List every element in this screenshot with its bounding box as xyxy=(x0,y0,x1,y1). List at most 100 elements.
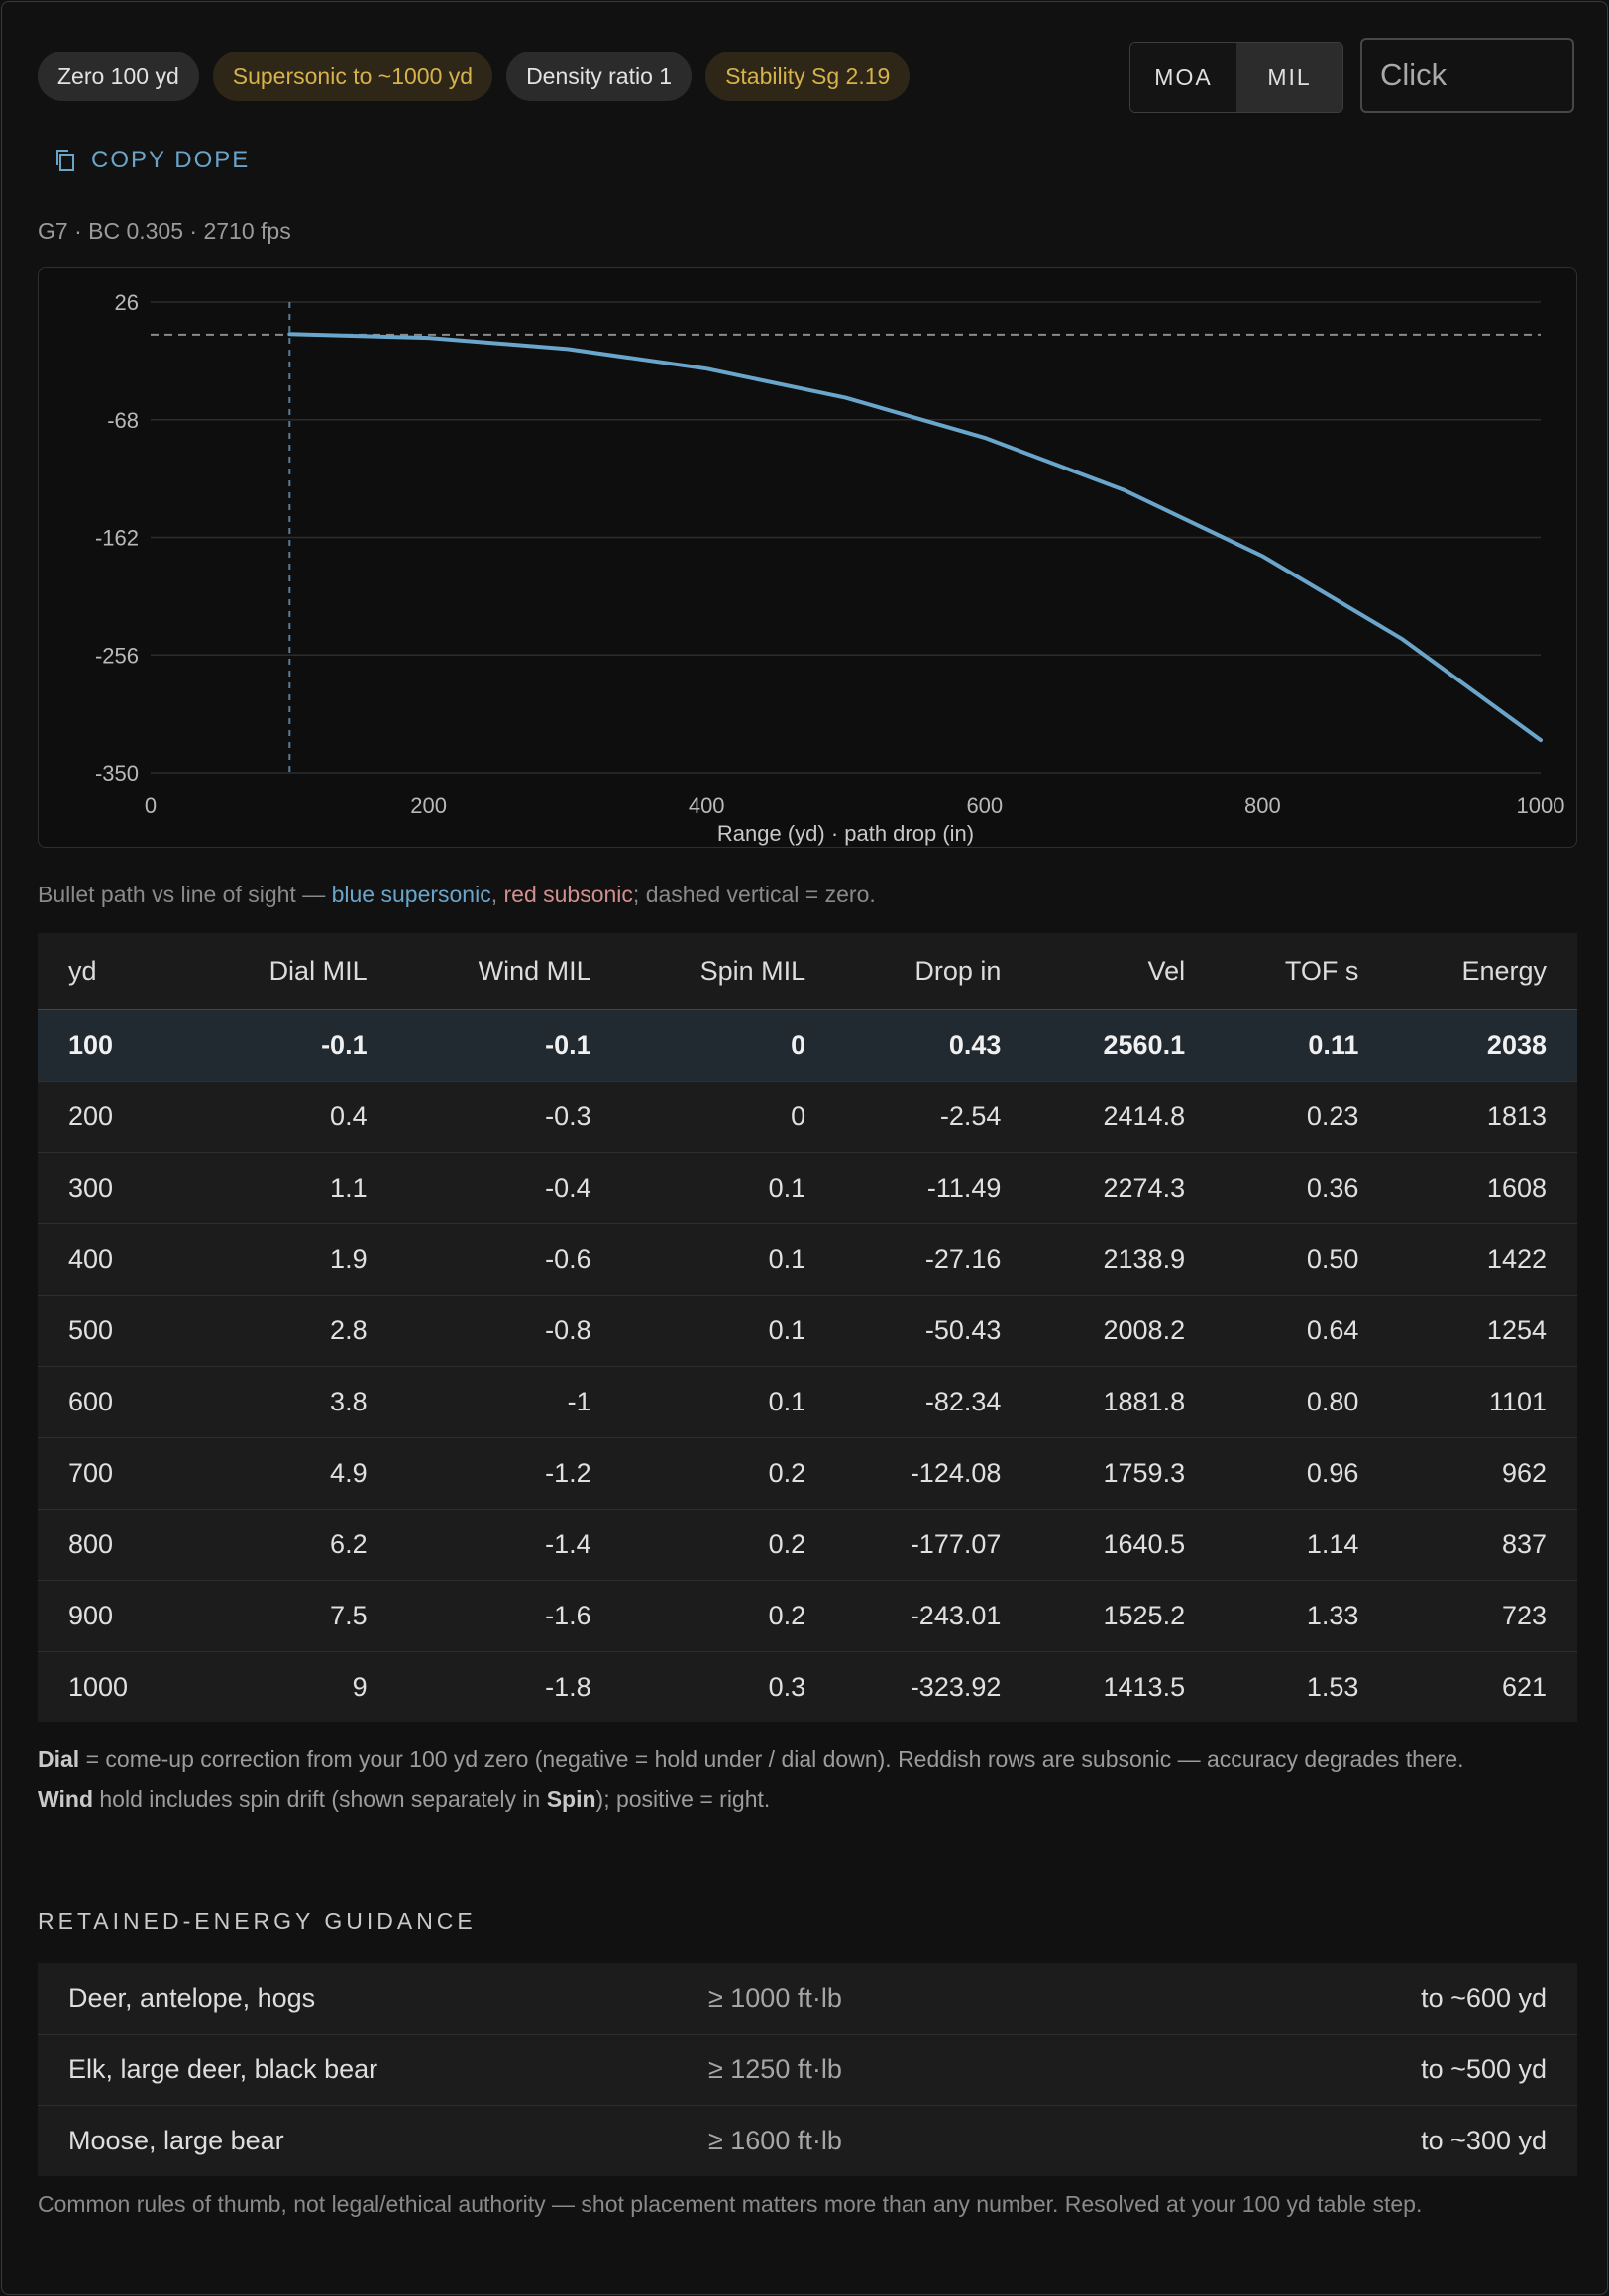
col-drop: Drop in xyxy=(836,933,1032,1010)
trajectory-chart: 26 -68 -162 -256 -350 0 200 400 600 800 1000 Range … xyxy=(38,267,1577,848)
trajectory-line xyxy=(287,332,1543,743)
dope-row: 100 -0.1 -0.1 0 0.43 2560.1 0.11 2038 xyxy=(38,1009,1577,1082)
caption-suffix: ; dashed vertical = zero. xyxy=(632,882,876,907)
click-input[interactable] xyxy=(1360,38,1574,113)
cell-velocity: 2414.8 xyxy=(1031,1081,1217,1153)
energy-game: Moose, large bear xyxy=(38,2105,678,2176)
cell-yd: 400 xyxy=(38,1223,193,1296)
cell-spin: 0.2 xyxy=(621,1580,837,1652)
cell-yd: 700 xyxy=(38,1437,193,1510)
cell-dial: 0.4 xyxy=(192,1081,398,1153)
cell-yd: 500 xyxy=(38,1295,193,1367)
cell-wind: -1.2 xyxy=(397,1437,622,1510)
wind-note: Wind hold includes spin drift (shown sep… xyxy=(38,1779,1579,1819)
cell-dial: 2.8 xyxy=(192,1295,398,1367)
cell-yd: 1000 xyxy=(38,1651,193,1722)
energy-guidance-title: RETAINED-ENERGY GUIDANCE xyxy=(38,1908,477,1933)
cell-tof: 1.53 xyxy=(1216,1651,1390,1722)
chart-caption: Bullet path vs line of sight — blue supe… xyxy=(38,882,876,908)
energy-range: to ~600 yd xyxy=(1253,1963,1577,2035)
density-chip: Density ratio 1 xyxy=(506,52,693,101)
x-tick-label: 400 xyxy=(689,793,725,818)
cell-drop: -323.92 xyxy=(836,1651,1032,1722)
col-wind: Wind MIL xyxy=(397,933,622,1010)
cell-energy: 621 xyxy=(1389,1651,1577,1722)
y-tick-label: 26 xyxy=(115,290,139,315)
cell-wind: -0.8 xyxy=(397,1295,622,1367)
cell-energy: 1422 xyxy=(1389,1223,1577,1296)
caption-supersonic: blue supersonic xyxy=(331,882,491,907)
cell-wind: -0.1 xyxy=(397,1009,622,1082)
cell-velocity: 2008.2 xyxy=(1031,1295,1217,1367)
dope-row: 300 1.1 -0.4 0.1 -11.49 2274.3 0.36 1608 xyxy=(38,1152,1577,1224)
cell-tof: 0.11 xyxy=(1216,1009,1390,1082)
mil-button[interactable]: MIL xyxy=(1236,43,1342,112)
energy-guidance-table: Deer, antelope, hogs ≥ 1000 ft·lb to ~60… xyxy=(38,1963,1577,2176)
wind-text-2: ); positive = right. xyxy=(595,1786,771,1812)
copy-dope-button[interactable]: COPY DOPE xyxy=(54,143,250,178)
dope-row: 600 3.8 -1 0.1 -82.34 1881.8 0.80 1101 xyxy=(38,1366,1577,1438)
cell-tof: 0.36 xyxy=(1216,1152,1390,1224)
table-notes: Dial = come-up correction from your 100 … xyxy=(38,1739,1579,1819)
dial-note: Dial = come-up correction from your 100 … xyxy=(38,1739,1579,1779)
caption-comma: , xyxy=(490,882,504,907)
energy-range: to ~300 yd xyxy=(1253,2105,1577,2176)
energy-threshold: ≥ 1250 ft·lb xyxy=(677,2034,1254,2106)
cell-tof: 0.64 xyxy=(1216,1295,1390,1367)
cell-yd: 800 xyxy=(38,1509,193,1581)
x-tick-label: 1000 xyxy=(1517,793,1565,818)
cell-tof: 0.96 xyxy=(1216,1437,1390,1510)
cell-yd: 600 xyxy=(38,1366,193,1438)
x-tick-label: 600 xyxy=(966,793,1003,818)
cell-velocity: 1640.5 xyxy=(1031,1509,1217,1581)
cell-velocity: 2138.9 xyxy=(1031,1223,1217,1296)
moa-button[interactable]: MOA xyxy=(1130,43,1236,112)
energy-row: Moose, large bear ≥ 1600 ft·lb to ~300 y… xyxy=(38,2105,1577,2176)
cell-yd: 200 xyxy=(38,1081,193,1153)
cell-energy: 1608 xyxy=(1389,1152,1577,1224)
cell-energy: 2038 xyxy=(1389,1009,1577,1082)
cell-velocity: 1759.3 xyxy=(1031,1437,1217,1510)
cell-energy: 1101 xyxy=(1389,1366,1577,1438)
wind-term: Wind xyxy=(38,1786,93,1812)
cell-spin: 0.1 xyxy=(621,1152,837,1224)
cell-wind: -1 xyxy=(397,1366,622,1438)
energy-threshold: ≥ 1600 ft·lb xyxy=(677,2105,1254,2176)
energy-footnote: Common rules of thumb, not legal/ethical… xyxy=(38,2191,1423,2217)
y-tick-label: -256 xyxy=(95,643,139,668)
supersonic-chip: Supersonic to ~1000 yd xyxy=(212,52,493,101)
dope-row: 700 4.9 -1.2 0.2 -124.08 1759.3 0.96 962 xyxy=(38,1437,1577,1510)
cell-dial: -0.1 xyxy=(192,1009,398,1082)
cell-yd: 100 xyxy=(38,1009,193,1082)
cell-dial: 1.9 xyxy=(192,1223,398,1296)
cell-spin: 0 xyxy=(621,1009,837,1082)
cell-wind: -0.4 xyxy=(397,1152,622,1224)
cell-tof: 1.33 xyxy=(1216,1580,1390,1652)
col-tof: TOF s xyxy=(1216,933,1390,1010)
x-tick-label: 800 xyxy=(1244,793,1281,818)
col-velocity: Vel xyxy=(1031,933,1217,1010)
cell-drop: -82.34 xyxy=(836,1366,1032,1438)
energy-range: to ~500 yd xyxy=(1253,2034,1577,2106)
cell-dial: 1.1 xyxy=(192,1152,398,1224)
energy-row: Elk, large deer, black bear ≥ 1250 ft·lb… xyxy=(38,2034,1577,2106)
cell-drop: -2.54 xyxy=(836,1081,1032,1153)
energy-game: Deer, antelope, hogs xyxy=(38,1963,678,2035)
cell-tof: 0.50 xyxy=(1216,1223,1390,1296)
cell-velocity: 1881.8 xyxy=(1031,1366,1217,1438)
stability-chip: Stability Sg 2.19 xyxy=(705,52,911,101)
y-tick-label: -68 xyxy=(107,408,139,433)
dope-row: 400 1.9 -0.6 0.1 -27.16 2138.9 0.50 1422 xyxy=(38,1223,1577,1296)
copy-icon xyxy=(56,150,74,171)
dope-table: yd Dial MIL Wind MIL Spin MIL Drop in Ve… xyxy=(38,933,1577,1722)
dope-row: 800 6.2 -1.4 0.2 -177.07 1640.5 1.14 837 xyxy=(38,1509,1577,1581)
dope-row: 500 2.8 -0.8 0.1 -50.43 2008.2 0.64 1254 xyxy=(38,1295,1577,1367)
y-tick-label: -162 xyxy=(95,526,139,551)
cell-spin: 0.1 xyxy=(621,1223,837,1296)
cell-energy: 1254 xyxy=(1389,1295,1577,1367)
col-yd: yd xyxy=(38,933,193,1010)
energy-threshold: ≥ 1000 ft·lb xyxy=(677,1963,1254,2035)
cell-yd: 300 xyxy=(38,1152,193,1224)
copy-dope-label: COPY DOPE xyxy=(91,147,251,173)
cell-drop: -177.07 xyxy=(836,1509,1032,1581)
